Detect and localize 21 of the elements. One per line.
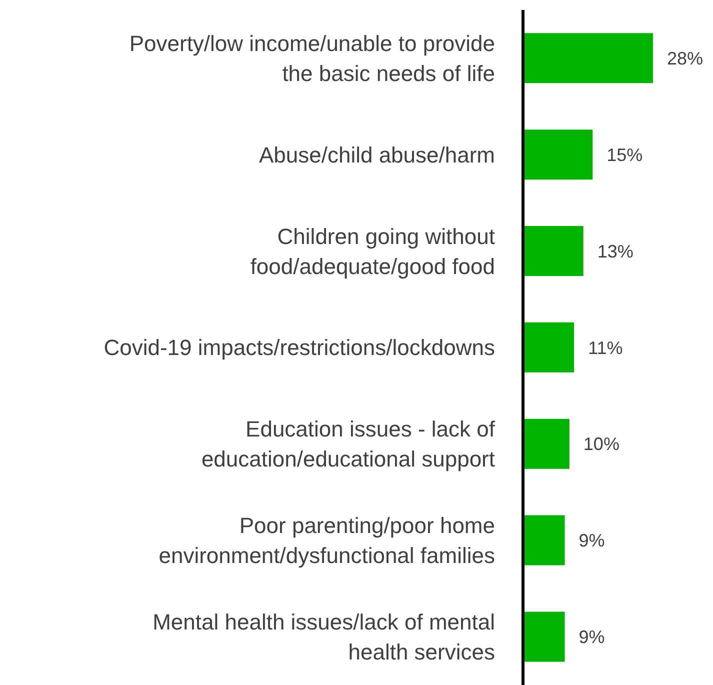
bar — [523, 515, 565, 566]
bar — [523, 226, 584, 276]
y-tick-label: Education issues - lack of education/educational support — [201, 416, 496, 472]
y-tick-label: Children going without food/adequate/good food — [250, 224, 495, 279]
y-tick-label: Abuse/child abuse/harm — [258, 142, 495, 168]
bar — [523, 130, 593, 180]
bar — [523, 418, 570, 469]
data-label: 10% — [583, 434, 620, 454]
y-tick-label: Covid-19 impacts/restrictions/lockdowns — [104, 335, 495, 360]
data-label: 15% — [606, 144, 643, 165]
bar — [523, 33, 653, 84]
data-label: 28% — [667, 48, 704, 69]
data-label: 9% — [578, 530, 605, 551]
y-tick-label: Poor parenting/poor home environment/dysfunctional families — [158, 513, 495, 568]
bar — [523, 612, 565, 662]
data-label: 11% — [588, 338, 623, 358]
bar — [523, 322, 574, 372]
y-tick-label: Poverty/low income/unable to provide the basic needs of life — [129, 30, 495, 86]
y-tick-label: Mental health issues/lack of mental health services — [152, 609, 495, 664]
data-label: 13% — [597, 241, 634, 262]
data-label: 9% — [578, 627, 605, 648]
